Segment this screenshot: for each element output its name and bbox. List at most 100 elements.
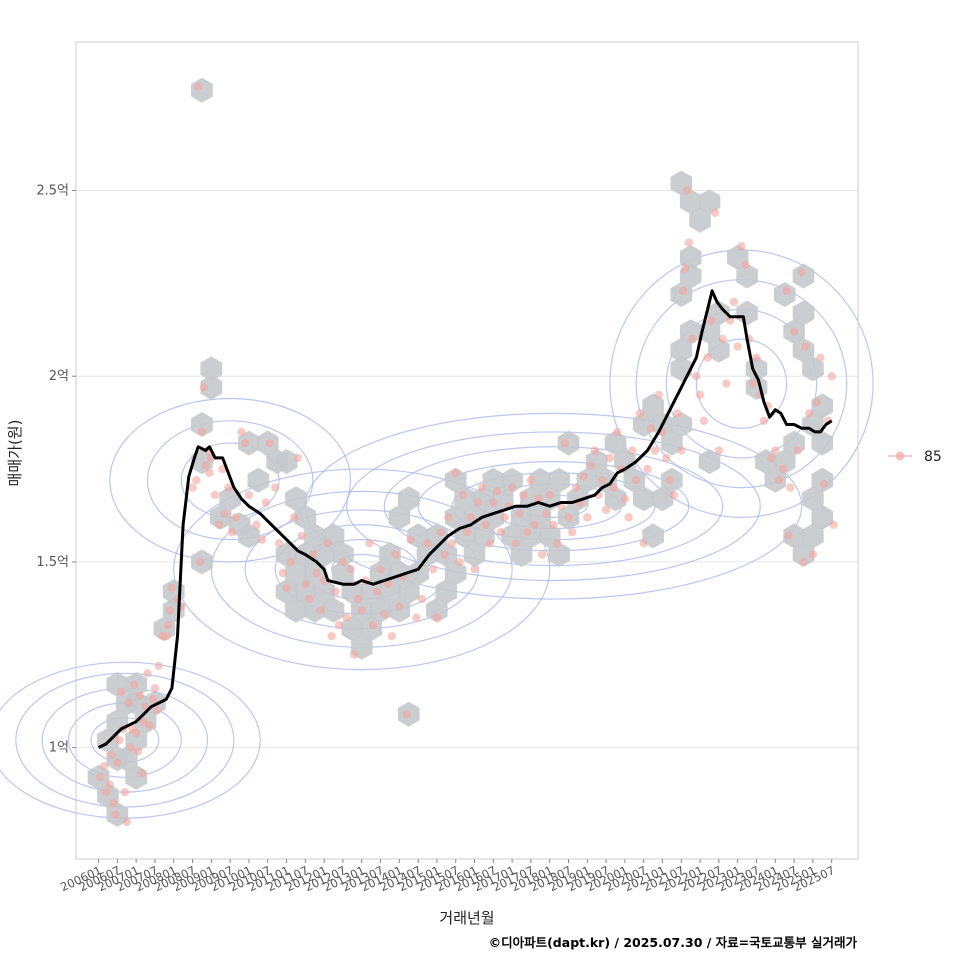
- data-point: [286, 557, 295, 567]
- hexbin: [708, 337, 730, 363]
- data-point: [829, 520, 838, 529]
- hexbin: [426, 597, 448, 623]
- data-point: [485, 539, 494, 548]
- data-point: [601, 505, 611, 515]
- data-point: [586, 461, 596, 470]
- data-point: [96, 773, 105, 782]
- data-point: [357, 605, 366, 615]
- data-point: [451, 468, 460, 477]
- data-point: [692, 372, 701, 381]
- hexbin: [341, 616, 364, 642]
- data-point: [511, 539, 521, 548]
- hexbin: [444, 560, 467, 586]
- data-point: [462, 528, 472, 537]
- data-point: [412, 613, 421, 622]
- data-point: [568, 528, 577, 537]
- data-point: [752, 353, 761, 362]
- hexbin: [548, 542, 570, 567]
- hexbin: [360, 579, 382, 605]
- hexbin: [501, 467, 523, 493]
- data-point: [688, 334, 697, 344]
- data-point: [553, 539, 562, 548]
- hexbin: [679, 189, 702, 215]
- data-point: [244, 490, 254, 500]
- data-point: [647, 424, 656, 433]
- data-point: [741, 260, 750, 270]
- density-contour: [695, 338, 788, 429]
- data-point: [474, 498, 483, 507]
- data-point: [440, 550, 449, 559]
- data-point: [812, 398, 821, 407]
- data-point: [650, 446, 660, 455]
- hexbin: [679, 244, 702, 270]
- data-point: [274, 539, 284, 548]
- legend-label: 85: [924, 449, 942, 465]
- data-point: [500, 513, 509, 522]
- data-point: [152, 706, 162, 715]
- data-point: [124, 698, 133, 708]
- hexbin: [285, 486, 307, 512]
- hexbin: [303, 597, 326, 623]
- data-point: [261, 498, 271, 507]
- data-point: [455, 557, 464, 567]
- data-point: [492, 487, 502, 496]
- data-point: [718, 334, 727, 344]
- data-point: [477, 483, 487, 492]
- data-point: [417, 594, 427, 604]
- data-point: [278, 568, 287, 578]
- density-contour: [609, 249, 874, 518]
- data-point: [350, 650, 359, 659]
- hexbin: [736, 300, 758, 326]
- data-point: [101, 787, 111, 797]
- data-point: [631, 476, 641, 485]
- data-point: [346, 565, 355, 574]
- density-contour: [109, 397, 352, 563]
- data-point: [793, 446, 803, 455]
- data-point: [519, 490, 528, 500]
- data-point: [703, 353, 712, 362]
- data-point: [220, 509, 229, 518]
- data-point: [678, 286, 688, 296]
- data-point: [774, 476, 784, 485]
- data-point: [257, 535, 267, 544]
- data-point: [778, 464, 788, 474]
- caption: ©디아파트(dapt.kr) / 2025.07.30 / 자료=국토교통부 실…: [489, 935, 858, 950]
- data-point: [252, 520, 261, 529]
- hexbin: [285, 597, 307, 623]
- data-point: [338, 557, 348, 567]
- data-point: [406, 535, 415, 544]
- plot-panel-border: [75, 41, 859, 860]
- hexbin: [792, 263, 815, 289]
- data-point: [192, 476, 201, 485]
- data-point: [143, 669, 152, 678]
- data-point: [748, 379, 757, 388]
- hexbin: [670, 412, 693, 437]
- data-point: [669, 490, 678, 500]
- data-point: [297, 531, 306, 541]
- data-point: [605, 453, 615, 463]
- data-point: [195, 557, 205, 567]
- hexbin: [548, 467, 570, 493]
- data-point: [481, 520, 490, 529]
- x-axis-title: 거래년월: [439, 909, 494, 927]
- data-point: [402, 709, 412, 719]
- data-point: [447, 539, 457, 548]
- data-point: [639, 539, 648, 548]
- data-point: [799, 557, 808, 567]
- data-point: [682, 186, 692, 195]
- data-point: [699, 416, 709, 425]
- data-point: [665, 476, 675, 485]
- y-tick-label: 1.5억: [36, 555, 69, 570]
- data-point: [771, 446, 780, 455]
- hexbin: [238, 523, 260, 549]
- data-point: [111, 810, 120, 819]
- data-point: [197, 427, 207, 437]
- data-point: [365, 539, 374, 548]
- data-point: [628, 446, 637, 455]
- data-point: [162, 631, 171, 641]
- hexbin: [435, 579, 458, 605]
- data-point: [515, 509, 524, 518]
- hexbin: [632, 486, 655, 512]
- data-point: [428, 565, 438, 574]
